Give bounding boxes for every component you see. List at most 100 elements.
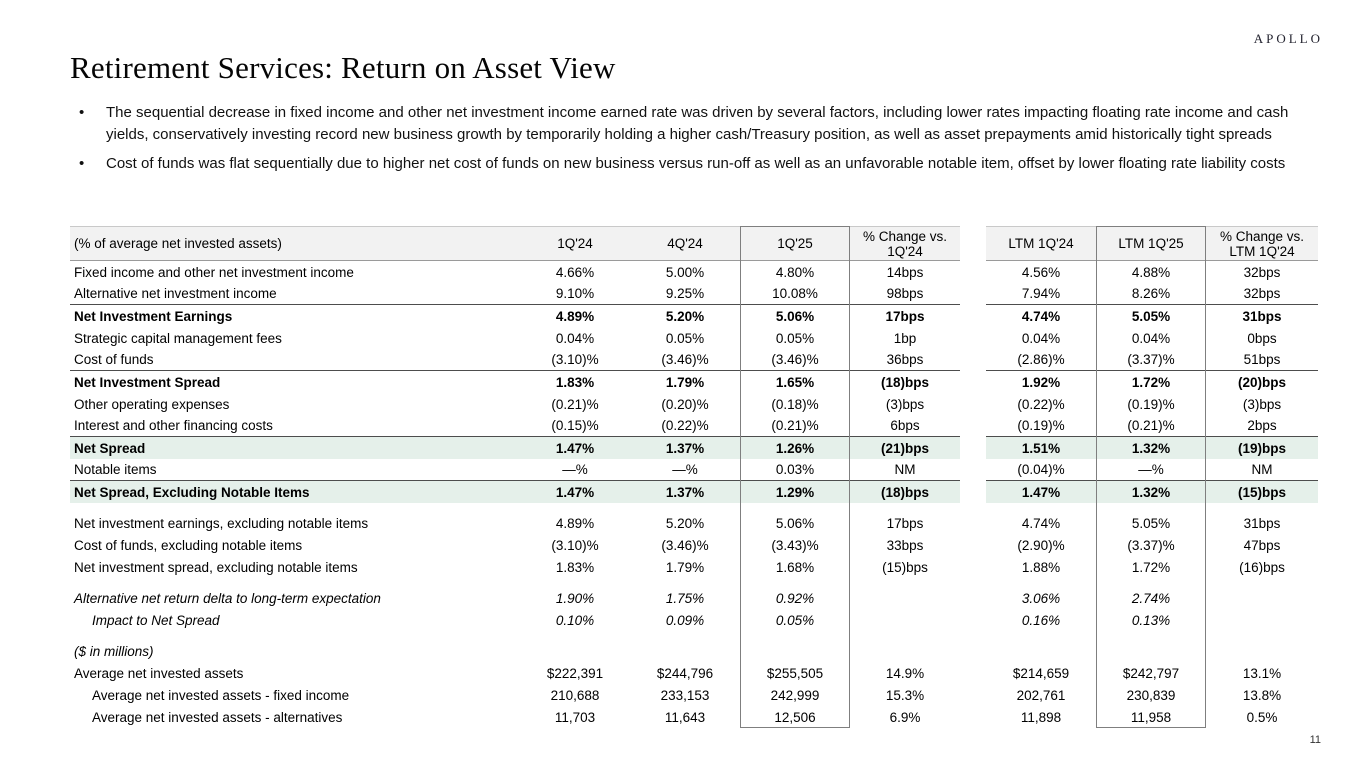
bullet-text: Cost of funds was flat sequentially due … xyxy=(106,155,1286,172)
column-gap xyxy=(960,481,986,503)
column-header: LTM 1Q'25 xyxy=(1096,226,1206,261)
column-gap xyxy=(960,305,986,327)
table-body: Fixed income and other net investment in… xyxy=(70,261,1318,728)
table-cell: 1.92% xyxy=(1021,374,1061,390)
table-cell: 4.66% xyxy=(555,264,595,280)
table-cell: 4.88% xyxy=(1131,264,1171,280)
table-cell: 47bps xyxy=(1243,537,1281,553)
row-label: Net investment earnings, excluding notab… xyxy=(74,515,369,531)
table-row: Alternative net return delta to long-ter… xyxy=(70,587,1318,609)
table-row: Strategic capital management fees 0.04% 0.… xyxy=(70,327,1318,349)
table-cell: (0.22)% xyxy=(1017,396,1065,412)
table-cell: 1.65% xyxy=(775,374,815,390)
table-cell: 5.20% xyxy=(665,515,705,531)
table-cell: (15)bps xyxy=(1206,481,1318,503)
table-cell: 0.09% xyxy=(665,612,705,628)
row-label: Net Investment Spread xyxy=(74,374,221,390)
table-cell: 0.13% xyxy=(1131,612,1171,628)
table-cell: —% xyxy=(1096,459,1206,481)
table-cell xyxy=(630,640,740,662)
table-cell: 1.72% xyxy=(1131,559,1171,575)
table-cell: 32bps xyxy=(1243,264,1281,280)
table-cell: 6bps xyxy=(850,415,960,437)
table-cell: 14bps xyxy=(886,264,924,280)
row-label: Interest and other financing costs xyxy=(70,415,520,437)
column-gap xyxy=(960,706,986,728)
table-header-row: (% of average net invested assets) 1Q'24 4… xyxy=(70,226,1318,261)
column-gap xyxy=(960,415,986,437)
table-cell: 9.25% xyxy=(630,283,740,305)
table-cell: 0.16% xyxy=(1021,612,1061,628)
table-cell: (0.21)% xyxy=(551,396,599,412)
table-cell: (2.86)% xyxy=(986,349,1096,371)
table-cell: 1.51% xyxy=(986,437,1096,459)
table-cell: 1.47% xyxy=(520,481,630,503)
table-cell: 1.83% xyxy=(555,559,595,575)
table-cell: 230,839 xyxy=(1126,687,1176,703)
table-cell: 11,958 xyxy=(1130,709,1172,725)
table-row: Fixed income and other net investment in… xyxy=(70,261,1318,283)
table-row: Net investment spread, excluding notable… xyxy=(70,556,1318,578)
table-cell: 11,898 xyxy=(1020,709,1062,725)
column-gap xyxy=(960,283,986,305)
table-cell: 1.79% xyxy=(665,374,705,390)
bullet-icon: • xyxy=(79,155,85,172)
column-header: % Change vs. LTM 1Q'24 xyxy=(1206,226,1318,261)
table-row: Interest and other financing costs (0.15)… xyxy=(70,415,1318,437)
table-cell: 5.05% xyxy=(1131,308,1171,324)
row-label: Average net invested assets xyxy=(74,665,244,681)
table-cell: 17bps xyxy=(886,515,924,531)
table-row: Net Investment Earnings 4.89% 5.20% 5.06% 17… xyxy=(70,305,1318,327)
table-cell: 13.1% xyxy=(1242,665,1282,681)
row-label: Fixed income and other net investment in… xyxy=(74,264,354,280)
table-cell: (18)bps xyxy=(880,374,929,390)
column-gap xyxy=(960,640,986,662)
table-cell: (0.21)% xyxy=(740,415,850,437)
table-cell: (19)bps xyxy=(1206,437,1318,459)
table-cell: 1.32% xyxy=(1096,481,1206,503)
table-cell: 6.9% xyxy=(889,709,921,725)
table-cell: 0.5% xyxy=(1246,709,1278,725)
table-cell xyxy=(1096,640,1206,662)
row-label: Net Investment Earnings xyxy=(74,308,233,324)
table-cell: 4.89% xyxy=(555,515,595,531)
column-gap xyxy=(960,261,986,283)
page-title: Retirement Services: Return on Asset Vie… xyxy=(70,50,616,85)
table-cell: (15)bps xyxy=(882,559,928,575)
table-cell: 3.06% xyxy=(1021,590,1061,606)
table-cell: 5.05% xyxy=(1131,515,1171,531)
table-cell: NM xyxy=(1206,459,1318,481)
table-cell: (0.18)% xyxy=(771,396,819,412)
row-label: Net Spread xyxy=(70,437,520,459)
page-number: 11 xyxy=(1309,734,1321,746)
table-cell: 12,506 xyxy=(774,709,816,725)
table-cell: (0.21)% xyxy=(1096,415,1206,437)
column-gap xyxy=(960,609,986,631)
table-cell: (20)bps xyxy=(1237,374,1286,390)
table-cell: 10.08% xyxy=(740,283,850,305)
table-cell: 4.74% xyxy=(1021,308,1061,324)
table-row: Impact to Net Spread 0.10% 0.09% 0.05% 0.16%… xyxy=(70,609,1318,631)
table-cell: 4.74% xyxy=(1021,515,1061,531)
table-cell: (0.15)% xyxy=(520,415,630,437)
row-label: Average net invested assets - alternativ… xyxy=(92,709,343,725)
bullet-item: • The sequential decrease in fixed incom… xyxy=(70,102,1320,145)
table-cell: 4.56% xyxy=(1021,264,1061,280)
table-cell: 2.74% xyxy=(1131,590,1171,606)
row-label: Cost of funds xyxy=(70,349,520,371)
financial-table: (% of average net invested assets) 1Q'24 4… xyxy=(70,226,1318,728)
table-cell: 11,643 xyxy=(664,709,706,725)
column-header-label: (% of average net invested assets) xyxy=(70,226,520,261)
row-label: Net investment spread, excluding notable… xyxy=(74,559,358,575)
table-cell: 8.26% xyxy=(1096,283,1206,305)
table-row: Cost of funds (3.10)% (3.46)% (3.46)% 36bps(… xyxy=(70,349,1318,371)
table-cell: 0.04% xyxy=(1131,330,1171,346)
column-gap xyxy=(960,512,986,534)
table-cell: 1.83% xyxy=(555,374,595,390)
table-cell: 1.68% xyxy=(775,559,815,575)
table-cell: 1.37% xyxy=(630,437,740,459)
table-cell: 1.72% xyxy=(1131,374,1171,390)
table-row: Alternative net investment income 9.10% 9.… xyxy=(70,283,1318,305)
table-row: Other operating expenses (0.21)% (0.20)% (0… xyxy=(70,393,1318,415)
table-cell: 15.3% xyxy=(885,687,925,703)
